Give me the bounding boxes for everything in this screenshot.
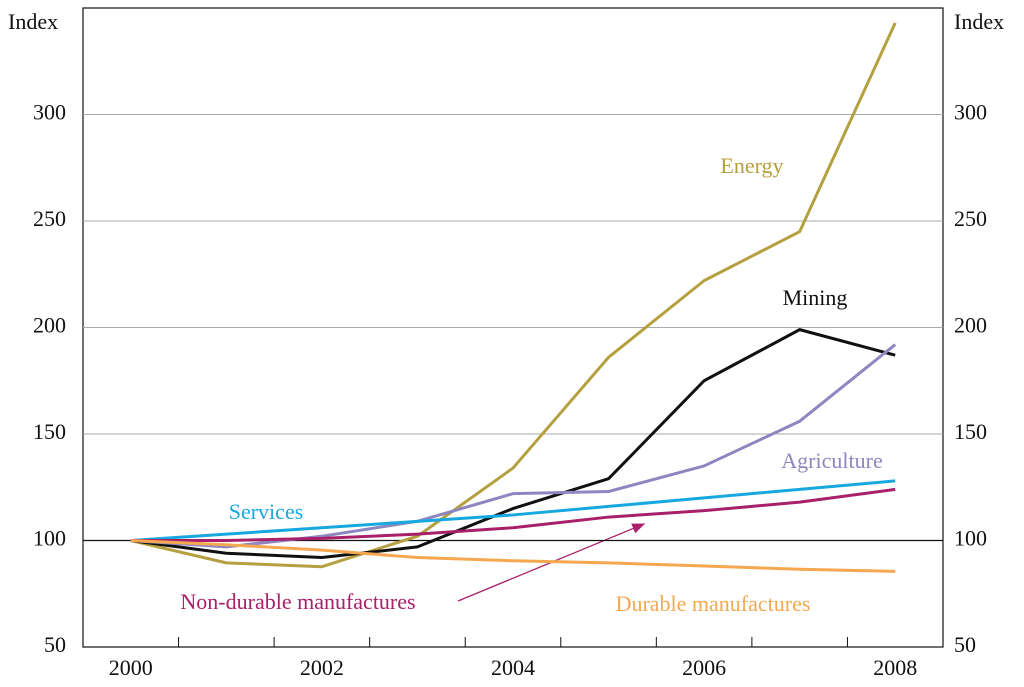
series-label: Non-durable manufactures bbox=[180, 589, 415, 614]
y2-tick-label: 200 bbox=[954, 313, 987, 338]
series-label: Mining bbox=[783, 285, 848, 310]
series-line bbox=[130, 479, 896, 542]
x-tick-label: 2000 bbox=[109, 655, 153, 680]
series-line bbox=[130, 487, 896, 542]
y-tick-label: 300 bbox=[33, 100, 66, 125]
series-line bbox=[130, 328, 896, 560]
y2-tick-label: 150 bbox=[954, 419, 987, 444]
y2-axis-label: Index bbox=[954, 9, 1004, 34]
y2-tick-label: 300 bbox=[954, 100, 987, 125]
y-tick-label: 200 bbox=[33, 313, 66, 338]
x-tick-label: 2002 bbox=[300, 655, 344, 680]
series-label: Durable manufactures bbox=[616, 591, 811, 616]
y-tick-label: 250 bbox=[33, 206, 66, 231]
series-label: Agriculture bbox=[781, 448, 882, 473]
y-axis-label: Index bbox=[8, 9, 58, 34]
series-label: Energy bbox=[720, 153, 783, 178]
y-tick-label: 50 bbox=[44, 632, 66, 657]
x-tick-label: 2006 bbox=[682, 655, 726, 680]
y-tick-label: 100 bbox=[33, 526, 66, 551]
y-tick-label: 150 bbox=[33, 419, 66, 444]
y2-tick-label: 250 bbox=[954, 206, 987, 231]
x-tick-label: 2004 bbox=[491, 655, 535, 680]
y2-tick-label: 50 bbox=[954, 632, 976, 657]
x-tick-label: 2008 bbox=[873, 655, 917, 680]
series-line bbox=[130, 22, 897, 569]
series-label: Services bbox=[229, 499, 304, 524]
series-line bbox=[130, 539, 896, 573]
series-line bbox=[130, 343, 897, 549]
y2-tick-label: 100 bbox=[954, 526, 987, 551]
